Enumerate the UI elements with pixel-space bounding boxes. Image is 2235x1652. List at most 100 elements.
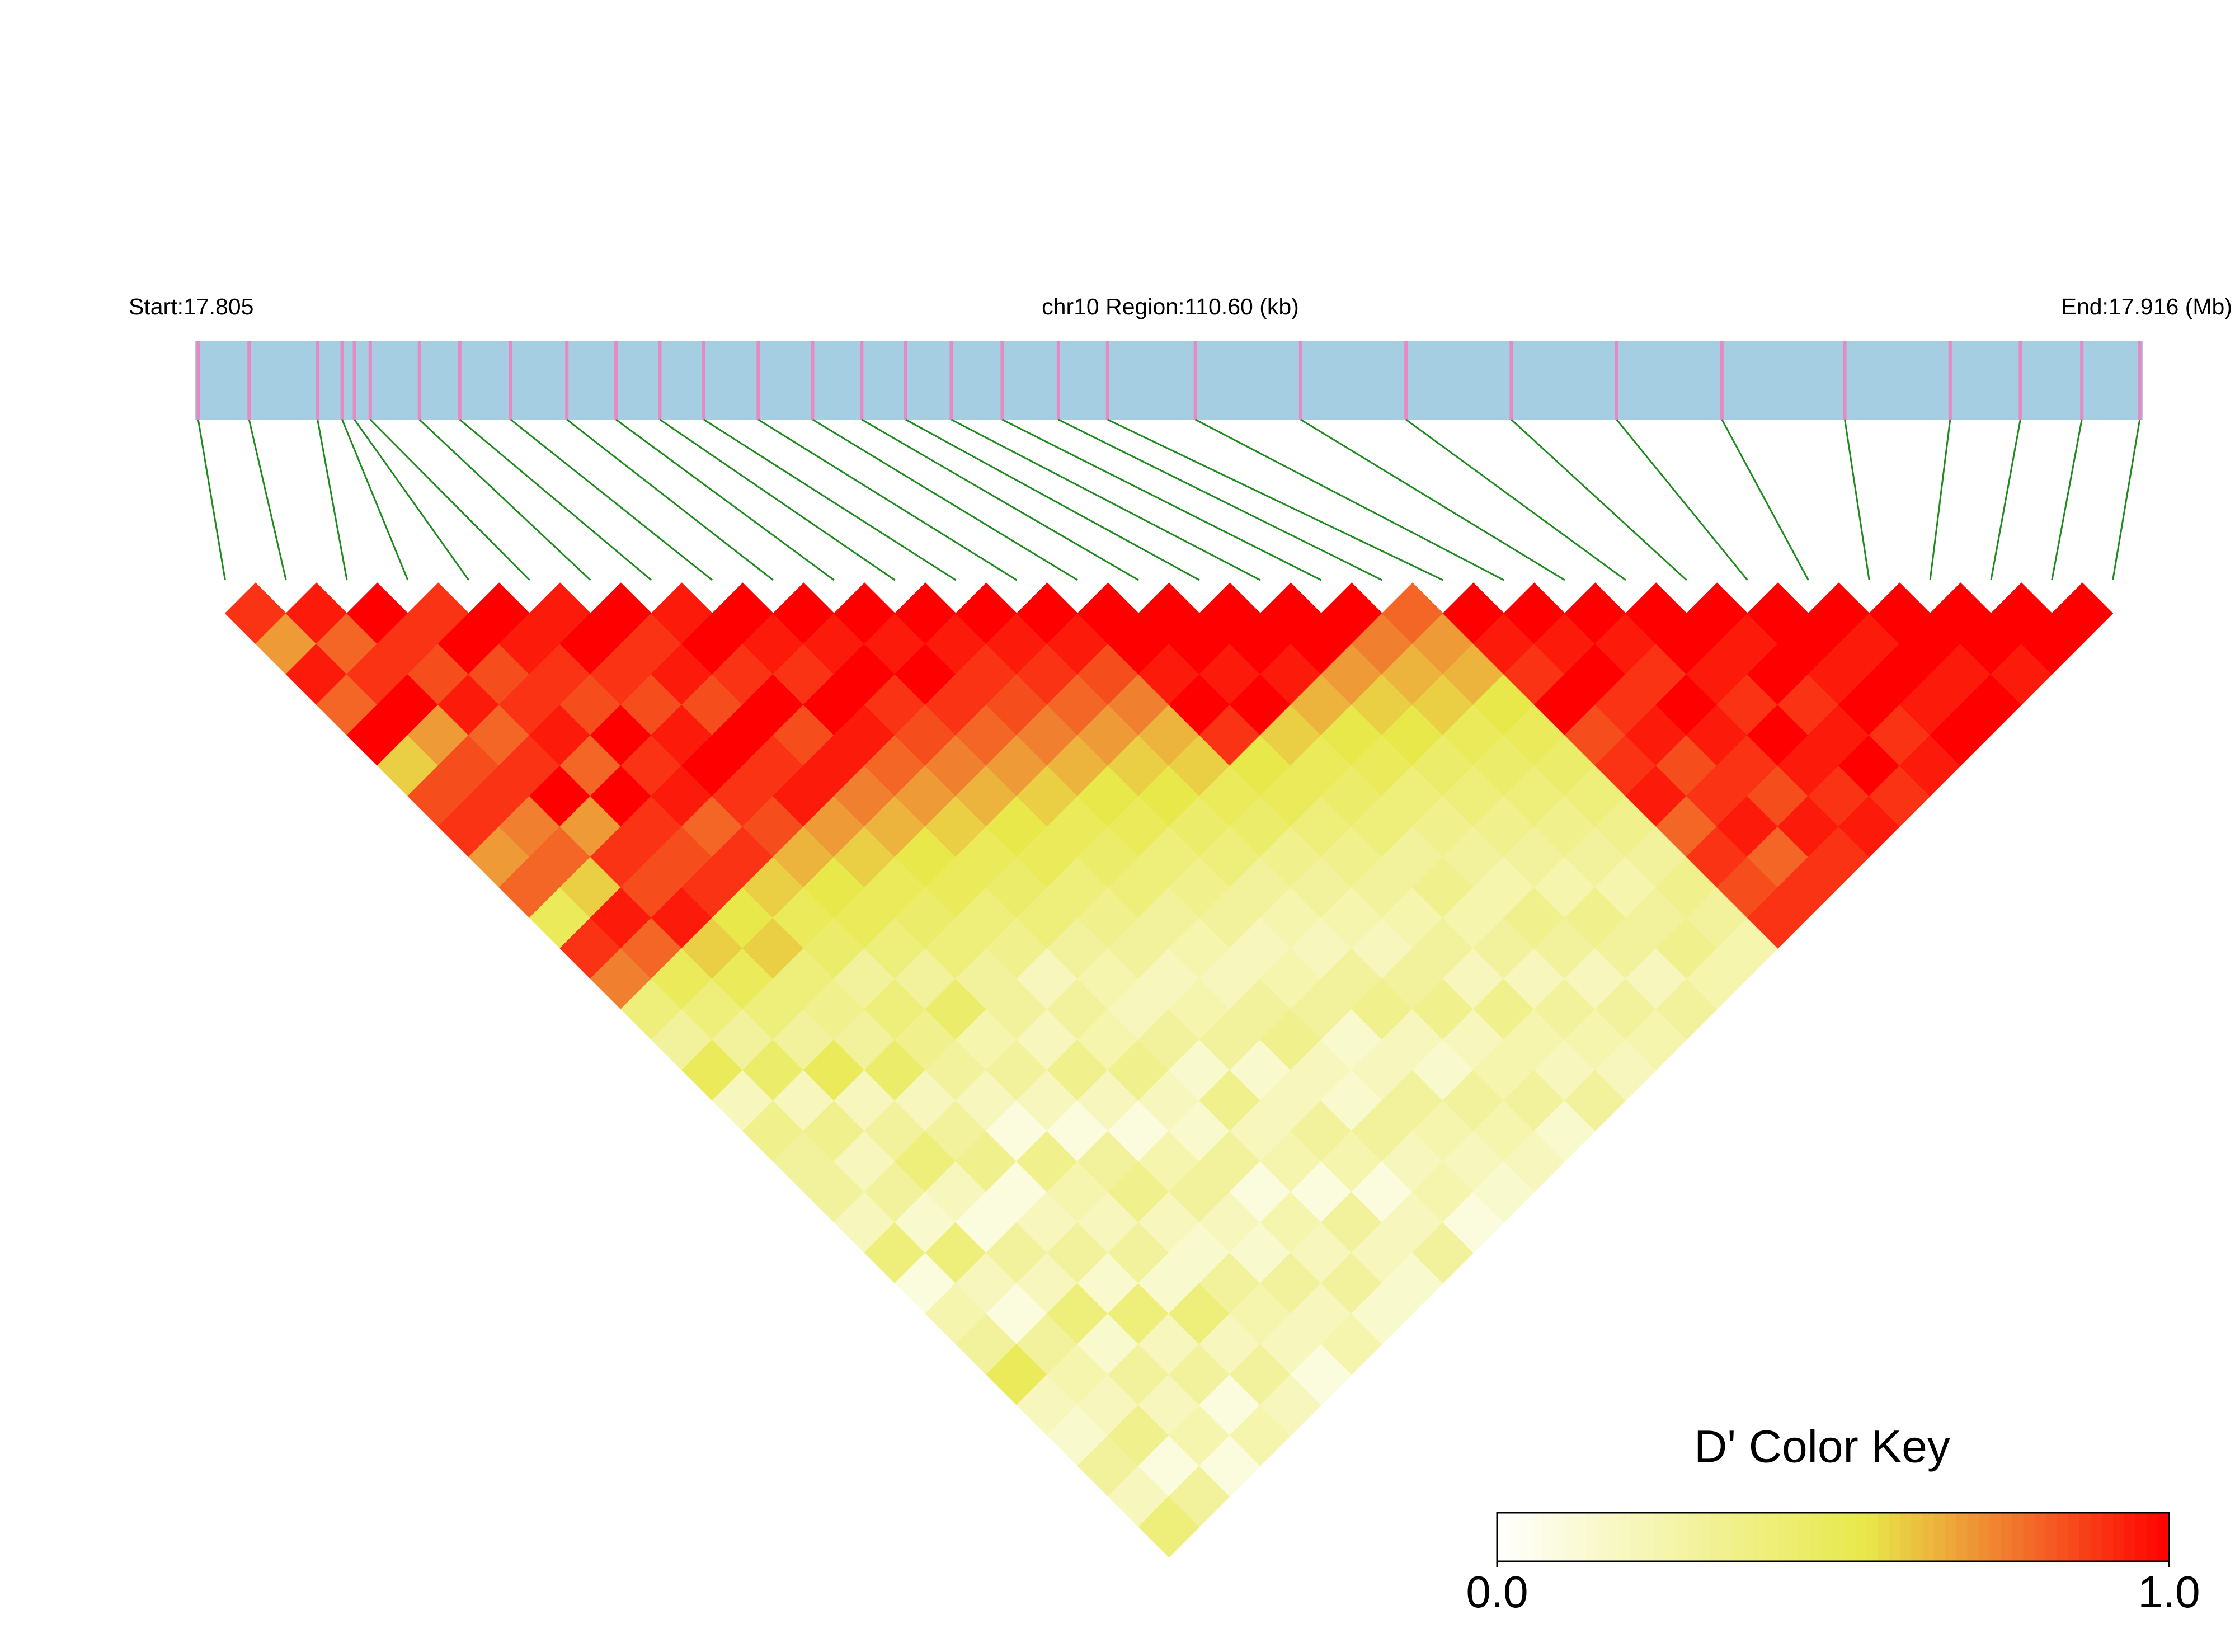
key-swatch	[1508, 1513, 1521, 1561]
snp-connector	[1616, 419, 1748, 581]
key-swatch	[1531, 1513, 1543, 1561]
key-swatch	[2090, 1513, 2102, 1561]
key-swatch	[1542, 1513, 1554, 1561]
snp-connector	[1929, 419, 1951, 581]
key-swatch	[2135, 1513, 2147, 1561]
key-swatch	[1643, 1513, 1655, 1561]
snp-connector	[812, 418, 1079, 581]
snp-connector	[615, 418, 835, 581]
snp-connector	[566, 418, 774, 581]
key-swatch	[1743, 1513, 1756, 1561]
snp-connector	[1107, 418, 1443, 581]
snp-connector	[1844, 419, 1870, 581]
end-label: End:17.916 (Mb)	[2062, 294, 2232, 319]
key-swatch	[2101, 1513, 2114, 1561]
snp-connector	[354, 419, 470, 581]
snp-connector	[861, 418, 1139, 581]
key-swatch	[1900, 1513, 1912, 1561]
snp-connector	[659, 418, 896, 581]
key-swatch	[1587, 1513, 1599, 1561]
snp-connector	[1511, 418, 1687, 581]
snp-connector	[951, 418, 1261, 581]
snp-connector	[1001, 418, 1322, 581]
key-swatch	[2068, 1513, 2080, 1561]
key-swatch	[2146, 1513, 2158, 1561]
key-swatch	[1978, 1513, 1991, 1561]
key-swatch	[1766, 1513, 1778, 1561]
key-swatch	[1933, 1513, 1946, 1561]
key-swatch	[1956, 1513, 1968, 1561]
key-swatch	[1710, 1513, 1722, 1561]
region-label: chr10 Region:110.60 (kb)	[1042, 294, 1299, 319]
key-swatch	[1598, 1513, 1610, 1561]
key-swatch	[1620, 1513, 1632, 1561]
snp-connector	[703, 418, 957, 581]
snp-connector	[459, 418, 652, 581]
key-swatch	[1810, 1513, 1823, 1561]
snp-connector	[1990, 419, 2021, 581]
key-swatch	[1497, 1513, 1509, 1561]
key-swatch	[1945, 1513, 1957, 1561]
key-swatch	[1631, 1513, 1644, 1561]
key-swatch	[1575, 1513, 1588, 1561]
key-swatch	[1687, 1513, 1700, 1561]
key-swatch	[1989, 1513, 2002, 1561]
key-swatch	[1654, 1513, 1666, 1561]
key-swatch	[2079, 1513, 2091, 1561]
snp-connector	[1721, 419, 1809, 581]
snp-connector	[418, 418, 591, 581]
snp-connector	[341, 419, 409, 581]
snp-connector	[317, 419, 348, 581]
key-swatch	[1822, 1513, 1834, 1561]
key-swatch	[2124, 1513, 2136, 1561]
key-swatch	[1922, 1513, 1935, 1561]
key-swatch	[1855, 1513, 1867, 1561]
key-swatch	[2023, 1513, 2035, 1561]
key-swatch	[1866, 1513, 1879, 1561]
snp-connector	[1058, 418, 1383, 581]
key-swatch	[1878, 1513, 1890, 1561]
key-swatch	[1676, 1513, 1688, 1561]
key-swatch	[1564, 1513, 1577, 1561]
key-swatch	[1698, 1513, 1711, 1561]
snp-connector	[197, 419, 226, 581]
snp-connector	[905, 418, 1200, 581]
key-swatch	[1732, 1513, 1744, 1561]
key-swatch	[1777, 1513, 1789, 1561]
snp-connector	[510, 418, 713, 581]
key-swatch	[1519, 1513, 1532, 1561]
key-swatch	[1754, 1513, 1767, 1561]
gene-track	[195, 341, 2143, 420]
key-tick-label: 0.0	[1466, 1567, 1528, 1617]
snp-connector	[369, 418, 530, 581]
key-swatch	[1553, 1513, 1565, 1561]
key-swatch	[2001, 1513, 2013, 1561]
key-swatch	[1799, 1513, 1811, 1561]
key-swatch	[2112, 1513, 2125, 1561]
key-swatch	[2034, 1513, 2046, 1561]
snp-connector	[1194, 418, 1504, 581]
key-swatch	[1609, 1513, 1621, 1561]
key-swatch	[1844, 1513, 1856, 1561]
key-tick-label: 1.0	[2138, 1567, 2200, 1617]
snp-connector	[1405, 418, 1626, 581]
key-swatch	[2012, 1513, 2024, 1561]
ld-cell	[2052, 582, 2114, 644]
key-swatch	[1911, 1513, 1923, 1561]
key-swatch	[2157, 1513, 2170, 1561]
key-border	[1496, 1512, 2170, 1562]
key-swatch	[1788, 1513, 1800, 1561]
key-swatch	[1889, 1513, 1901, 1561]
key-swatch	[1665, 1513, 1677, 1561]
key-title: D' Color Key	[1694, 1422, 1950, 1472]
key-swatch	[1833, 1513, 1845, 1561]
snp-connector	[248, 419, 287, 581]
start-label: Start:17.805	[129, 294, 253, 319]
snp-connector	[1300, 418, 1565, 581]
snp-connector	[757, 418, 1018, 581]
key-swatch	[2057, 1513, 2069, 1561]
snp-connector	[2112, 419, 2141, 581]
snp-connector	[2051, 419, 2083, 581]
